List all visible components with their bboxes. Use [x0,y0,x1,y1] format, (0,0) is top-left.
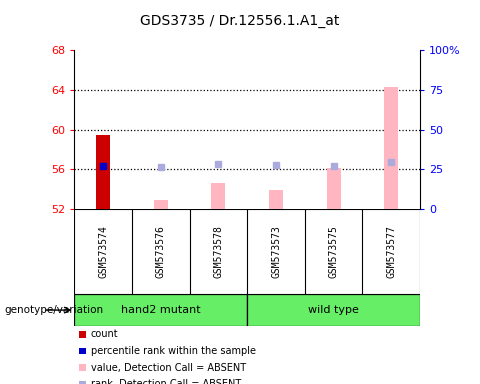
Text: GSM573577: GSM573577 [386,225,396,278]
Text: percentile rank within the sample: percentile rank within the sample [91,346,256,356]
Bar [269,190,283,209]
Text: GSM573574: GSM573574 [98,225,108,278]
Bar [211,184,226,209]
Text: GSM573576: GSM573576 [156,225,166,278]
Bar [154,200,168,209]
Text: genotype/variation: genotype/variation [5,305,104,315]
Bar [384,87,398,209]
Bar [74,294,247,326]
Text: GSM573573: GSM573573 [271,225,281,278]
Text: GSM573578: GSM573578 [214,225,223,278]
Text: wild type: wild type [308,305,359,315]
Text: rank, Detection Call = ABSENT: rank, Detection Call = ABSENT [91,379,241,384]
Text: hand2 mutant: hand2 mutant [121,305,201,315]
Text: GSM573575: GSM573575 [329,225,338,278]
Bar [96,134,110,209]
Text: value, Detection Call = ABSENT: value, Detection Call = ABSENT [91,362,246,372]
Bar [247,294,420,326]
Bar [326,169,341,209]
Text: GDS3735 / Dr.12556.1.A1_at: GDS3735 / Dr.12556.1.A1_at [140,14,340,28]
Text: count: count [91,329,119,339]
